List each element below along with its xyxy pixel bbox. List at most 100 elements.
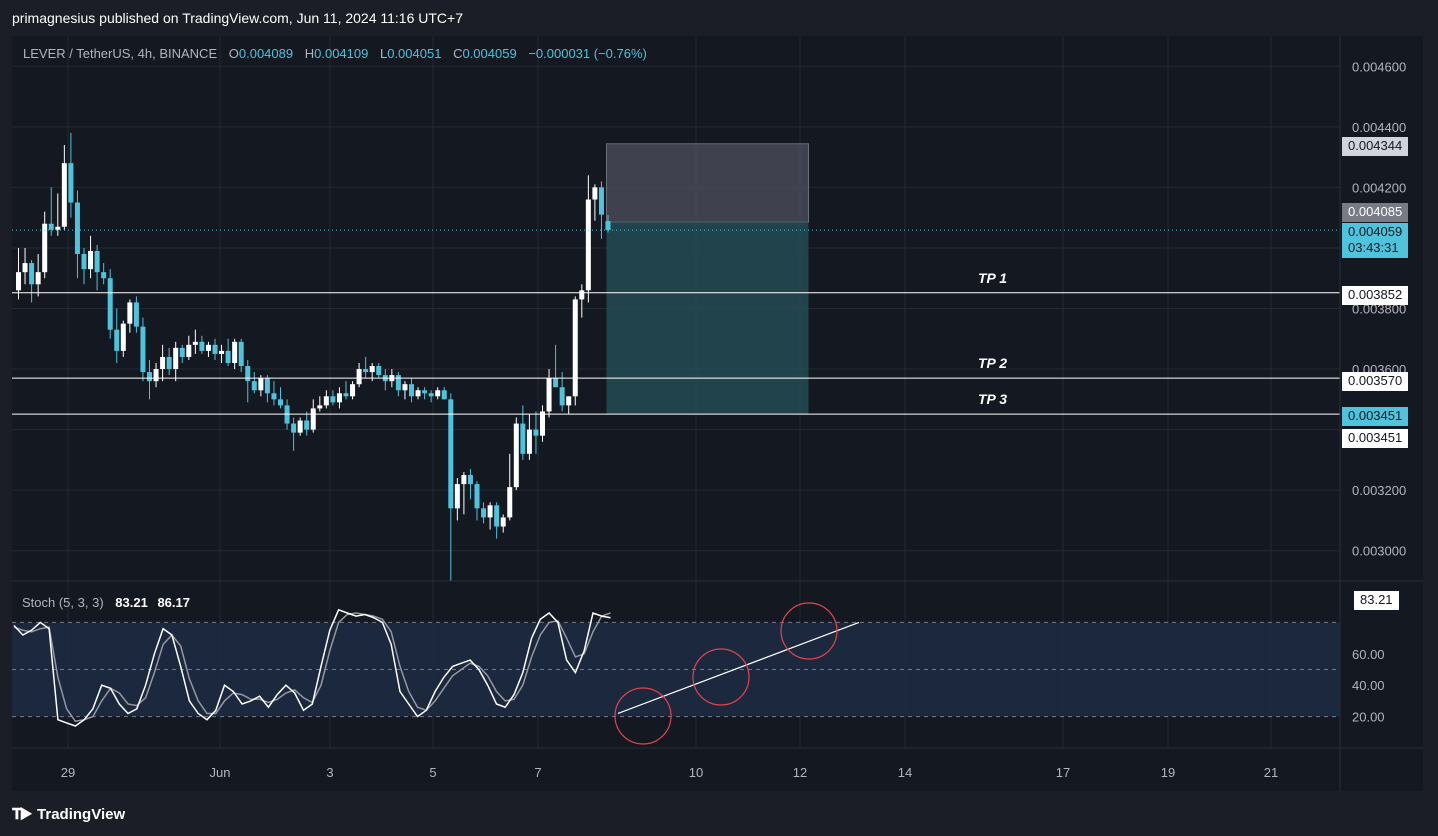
candle-body — [317, 405, 323, 409]
symbol-name: LEVER / TetherUS, 4h, BINANCE — [23, 46, 217, 61]
candle-body — [454, 484, 460, 509]
candle-body — [166, 356, 172, 370]
candle-body — [546, 378, 552, 412]
candle-body — [533, 429, 539, 436]
price-axis-label: 0.004600 — [1352, 59, 1406, 74]
candle-body — [107, 278, 113, 330]
candle-body — [553, 378, 559, 388]
candle-body — [605, 220, 611, 231]
candle-body — [330, 396, 336, 403]
candle-body — [291, 423, 297, 433]
stoch-axis-label: 20.00 — [1352, 710, 1385, 725]
candle-body — [598, 187, 604, 215]
candle-body — [127, 302, 133, 324]
candle-body — [356, 369, 362, 385]
candle-body — [35, 272, 41, 285]
candle-body — [114, 329, 120, 351]
price-axis-label: 0.003000 — [1352, 544, 1406, 559]
price-axis-label: 0.004200 — [1352, 180, 1406, 195]
tp1-price-tag: 0.003852 — [1342, 286, 1409, 305]
candle-body — [120, 323, 126, 351]
candle-body — [297, 420, 303, 433]
candle-body — [232, 341, 238, 363]
tp3-label: TP 3 — [978, 391, 1007, 407]
time-axis-label: Jun — [210, 765, 231, 780]
candle-body — [513, 423, 519, 488]
candle-body — [48, 223, 54, 230]
candle-body — [494, 505, 500, 527]
candle-body — [68, 163, 74, 203]
candle-body — [461, 475, 467, 485]
tp2-price-tag: 0.003570 — [1342, 372, 1409, 391]
chart-canvas[interactable]: TP 1 TP 2 TP 3 60.00 40.00 20.00 0.004600 0.0… — [12, 36, 1423, 791]
candle-body — [441, 390, 447, 400]
candle-body — [467, 475, 473, 485]
candle-body — [22, 263, 28, 273]
take-profit-zone — [606, 143, 809, 223]
last-price-tag: 0.004059 03:43:31 — [1342, 223, 1409, 258]
publisher-header: primagnesius published on TradingView.co… — [12, 10, 464, 26]
candle-body — [271, 393, 277, 400]
chart-frame[interactable]: TP 1 TP 2 TP 3 60.00 40.00 20.00 0.004600 0.0… — [12, 36, 1423, 791]
candle-body — [16, 272, 21, 291]
time-axis-label: 17 — [1056, 765, 1070, 780]
candle-body — [42, 223, 48, 273]
candle-body — [199, 341, 205, 351]
trendline-drawing — [617, 621, 860, 715]
candle-body — [140, 326, 146, 373]
candle-body — [74, 202, 80, 254]
candle-body — [160, 356, 166, 370]
candle-body — [363, 369, 369, 373]
high-label: H — [305, 46, 314, 61]
candle-body — [186, 344, 192, 357]
candle-body — [310, 408, 316, 430]
time-axis-label: 29 — [61, 765, 75, 780]
open-value: 0.004089 — [239, 46, 293, 61]
candle-body — [409, 384, 414, 397]
svg-text:Stoch (5, 3, 3) 83.21: Stoch (5, 3, 3) 83.21 86.17 — [22, 595, 190, 610]
close-value: 0.004059 — [462, 46, 516, 61]
candle-body — [88, 250, 94, 270]
candle-body — [192, 341, 198, 345]
candle-body — [133, 302, 139, 327]
candle-body — [520, 423, 526, 454]
entry-price-tag: 0.004085 — [1342, 203, 1409, 222]
circle-drawing — [614, 687, 672, 745]
candle-body — [258, 378, 264, 391]
tradingview-brand: TradingView — [37, 806, 126, 823]
stoch-axis-label: 40.00 — [1352, 678, 1385, 693]
candle-body — [278, 399, 283, 406]
candle-body — [592, 187, 598, 200]
stoch-value-tag: 83.21 — [1354, 591, 1399, 610]
candle-body — [500, 517, 506, 527]
close-label: C — [453, 46, 462, 61]
bar-countdown: 03:43:31 — [1348, 240, 1399, 255]
candle-body — [225, 350, 231, 363]
candle-body — [61, 163, 67, 227]
tp2-label: TP 2 — [978, 355, 1007, 371]
candle-body — [585, 199, 591, 291]
circle-drawing — [692, 648, 750, 706]
price-axis-label: 0.004400 — [1352, 120, 1406, 135]
stoch-k-line — [13, 608, 611, 727]
price-axis-label: 0.003200 — [1352, 483, 1406, 498]
candle-body — [101, 272, 107, 279]
low-value: 0.004051 — [387, 46, 441, 61]
candle-body — [376, 366, 382, 376]
candle-body — [336, 393, 342, 403]
time-axis-label: 7 — [534, 765, 541, 780]
candle-body — [323, 396, 329, 406]
tp1-label: TP 1 — [978, 270, 1007, 286]
candle-body — [264, 378, 270, 394]
candle-body — [422, 390, 428, 394]
candle-body — [173, 347, 179, 370]
candle-body — [474, 484, 480, 509]
candle-body — [369, 366, 375, 373]
candle-body — [245, 366, 251, 382]
time-axis-label: 5 — [429, 765, 436, 780]
candle-body — [212, 344, 218, 354]
tradingview-footer[interactable]: 𝐓▶ TradingView — [12, 806, 125, 823]
candle-body — [304, 420, 310, 430]
candle-body — [487, 505, 493, 518]
candle-body — [428, 393, 434, 397]
